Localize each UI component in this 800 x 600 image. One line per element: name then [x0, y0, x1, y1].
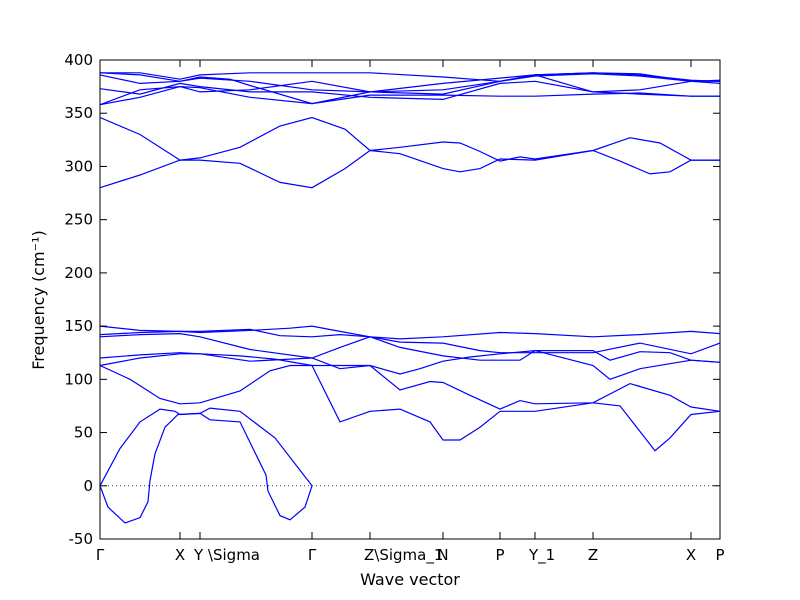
band-line-3 — [99, 364, 721, 452]
y-tick-label: 400 — [64, 51, 93, 69]
plot-frame — [99, 59, 721, 540]
y-tick-label: 0 — [83, 477, 93, 495]
band-line-6 — [99, 332, 721, 380]
band-line-10 — [99, 116, 720, 162]
y-tick-label: 250 — [64, 211, 93, 229]
band-line-12 — [99, 80, 720, 101]
band-line-8 — [99, 325, 721, 340]
y-tick-label: 100 — [64, 370, 93, 388]
axes: -50 0 50 100 150 200 250 300 350 400 Γ X Y \Sigma Γ Z\… — [64, 51, 724, 565]
y-tick-label: -50 — [69, 530, 94, 548]
y-tick-label: 50 — [74, 424, 93, 442]
x-tick-label: X — [175, 546, 185, 564]
band-line-2 — [99, 407, 313, 487]
band-line-15 — [100, 72, 721, 82]
x-tick-label: Y \Sigma — [193, 546, 260, 564]
y-axis-label: Frequency (cm⁻¹) — [29, 230, 48, 369]
band-line-4 — [99, 353, 721, 412]
band-line-7 — [99, 325, 721, 355]
y-tick-label: 150 — [64, 317, 93, 335]
x-tick-label: N — [437, 546, 448, 564]
x-tick-label: X — [686, 546, 696, 564]
x-axis-label: Wave vector — [360, 570, 460, 589]
x-tick-label: Γ — [96, 546, 105, 564]
x-tick-label: Γ — [308, 546, 317, 564]
x-tick-label: P — [715, 546, 724, 564]
y-tick-label: 300 — [64, 157, 93, 175]
y-tick-label: 200 — [64, 264, 93, 282]
x-tick-label: Y_1 — [528, 546, 555, 565]
x-tick-label: Z — [588, 546, 598, 564]
y-tick-label: 350 — [64, 104, 93, 122]
x-tick-label: P — [495, 546, 504, 564]
band-line-9 — [99, 149, 720, 189]
band-line-5 — [99, 336, 721, 363]
x-tick-label: Z\Sigma_1 — [364, 546, 443, 565]
band-line-16 — [99, 74, 721, 106]
plot-area — [99, 72, 721, 524]
